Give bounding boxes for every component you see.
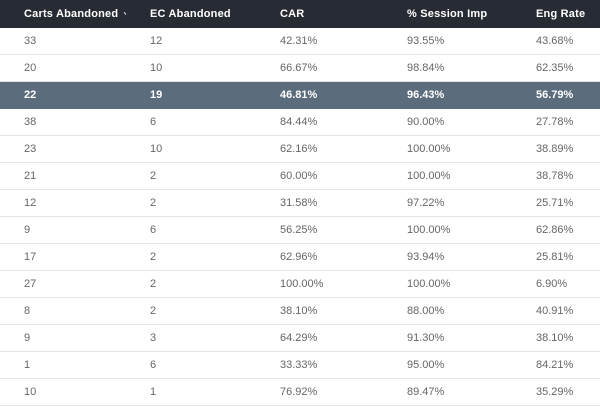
table-row[interactable]: 17 2 62.96% 93.94% 25.81% — [0, 243, 600, 271]
cell: 6 — [126, 108, 256, 136]
cell: 89.47% — [383, 378, 512, 406]
cell: 42.31% — [256, 28, 383, 55]
cell: 25.81% — [512, 243, 600, 271]
table-row[interactable]: 38 6 84.44% 90.00% 27.78% — [0, 108, 600, 136]
cell: 100.00% — [383, 270, 512, 298]
cell: 46.81% — [256, 81, 383, 109]
column-header-label: EC Abandoned — [150, 8, 231, 20]
cell: 9 — [0, 216, 126, 244]
cell: 38.89% — [512, 135, 600, 163]
cell: 27.78% — [512, 108, 600, 136]
column-header-eng-rate[interactable]: Eng Rate — [512, 0, 600, 28]
column-header-car[interactable]: CAR — [256, 0, 383, 28]
table-row[interactable]: 8 2 38.10% 88.00% 40.91% — [0, 297, 600, 325]
table-row[interactable]: 10 1 76.92% 89.47% 35.29% — [0, 378, 600, 406]
cell: 10 — [126, 135, 256, 163]
cell: 25.71% — [512, 189, 600, 217]
cell: 12 — [0, 189, 126, 217]
cell: 90.00% — [383, 108, 512, 136]
column-header-ec-abandoned[interactable]: EC Abandoned — [126, 0, 256, 28]
cell: 38.10% — [512, 324, 600, 352]
cell: 100.00% — [256, 270, 383, 298]
cell: 2 — [126, 243, 256, 271]
cell: 6 — [126, 216, 256, 244]
table-body: 33 12 42.31% 93.55% 43.68% 20 10 66.67% 98.84% 62… — [0, 28, 600, 406]
column-header-carts-abandoned[interactable]: Carts Abandoned — [0, 0, 126, 28]
column-header-label: Eng Rate — [536, 8, 586, 20]
cell: 38.10% — [256, 297, 383, 325]
cell: 6.90% — [512, 270, 600, 298]
cell: 2 — [126, 297, 256, 325]
cell: 2 — [126, 270, 256, 298]
table-row[interactable]: 20 10 66.67% 98.84% 62.35% — [0, 54, 600, 82]
chevron-down-icon — [123, 10, 126, 19]
table-row[interactable]: 33 12 42.31% 93.55% 43.68% — [0, 28, 600, 55]
cell: 88.00% — [383, 297, 512, 325]
cell: 64.29% — [256, 324, 383, 352]
cell: 56.79% — [512, 81, 600, 109]
cell: 27 — [0, 270, 126, 298]
table-row[interactable]: 9 6 56.25% 100.00% 62.86% — [0, 216, 600, 244]
cell: 97.22% — [383, 189, 512, 217]
cell: 1 — [0, 351, 126, 379]
header-row: Carts Abandoned EC Abandoned CAR % Sessi… — [0, 0, 600, 28]
cell: 62.16% — [256, 135, 383, 163]
cell: 3 — [126, 324, 256, 352]
cell: 95.00% — [383, 351, 512, 379]
cell: 93.94% — [383, 243, 512, 271]
column-header-session-imp[interactable]: % Session Imp — [383, 0, 512, 28]
cell: 38 — [0, 108, 126, 136]
cell: 10 — [0, 378, 126, 406]
cell: 40.91% — [512, 297, 600, 325]
table-row[interactable]: 1 6 33.33% 95.00% 84.21% — [0, 351, 600, 379]
table-row[interactable]: 9 3 64.29% 91.30% 38.10% — [0, 324, 600, 352]
cell: 93.55% — [383, 28, 512, 55]
cell: 20 — [0, 54, 126, 82]
cell: 23 — [0, 135, 126, 163]
cell: 84.44% — [256, 108, 383, 136]
table-row[interactable]: 27 2 100.00% 100.00% 6.90% — [0, 270, 600, 298]
cell: 84.21% — [512, 351, 600, 379]
cell: 62.86% — [512, 216, 600, 244]
cell: 35.29% — [512, 378, 600, 406]
cell: 6 — [126, 351, 256, 379]
cell: 17 — [0, 243, 126, 271]
cell: 43.68% — [512, 28, 600, 55]
table-row[interactable]: 22 19 46.81% 96.43% 56.79% — [0, 81, 600, 109]
cell: 10 — [126, 54, 256, 82]
cell: 8 — [0, 297, 126, 325]
cell: 12 — [126, 28, 256, 55]
cell: 100.00% — [383, 135, 512, 163]
cell: 22 — [0, 81, 126, 109]
cell: 98.84% — [383, 54, 512, 82]
cell: 60.00% — [256, 162, 383, 190]
table-row[interactable]: 21 2 60.00% 100.00% 38.78% — [0, 162, 600, 190]
cell: 33 — [0, 28, 126, 55]
cell: 96.43% — [383, 81, 512, 109]
cell: 1 — [126, 378, 256, 406]
cell: 62.35% — [512, 54, 600, 82]
cell: 33.33% — [256, 351, 383, 379]
table-header: Carts Abandoned EC Abandoned CAR % Sessi… — [0, 0, 600, 28]
table-row[interactable]: 23 10 62.16% 100.00% 38.89% — [0, 135, 600, 163]
cell: 62.96% — [256, 243, 383, 271]
cell: 100.00% — [383, 216, 512, 244]
cell: 2 — [126, 162, 256, 190]
cell: 66.67% — [256, 54, 383, 82]
cell: 21 — [0, 162, 126, 190]
column-header-label: Carts Abandoned — [24, 8, 119, 20]
cell: 31.58% — [256, 189, 383, 217]
cell: 91.30% — [383, 324, 512, 352]
cell: 19 — [126, 81, 256, 109]
cell: 2 — [126, 189, 256, 217]
cell: 9 — [0, 324, 126, 352]
cell: 100.00% — [383, 162, 512, 190]
cell: 38.78% — [512, 162, 600, 190]
column-header-label: % Session Imp — [407, 8, 488, 20]
table-row[interactable]: 12 2 31.58% 97.22% 25.71% — [0, 189, 600, 217]
column-header-label: CAR — [280, 8, 305, 20]
cell: 56.25% — [256, 216, 383, 244]
cell: 76.92% — [256, 378, 383, 406]
